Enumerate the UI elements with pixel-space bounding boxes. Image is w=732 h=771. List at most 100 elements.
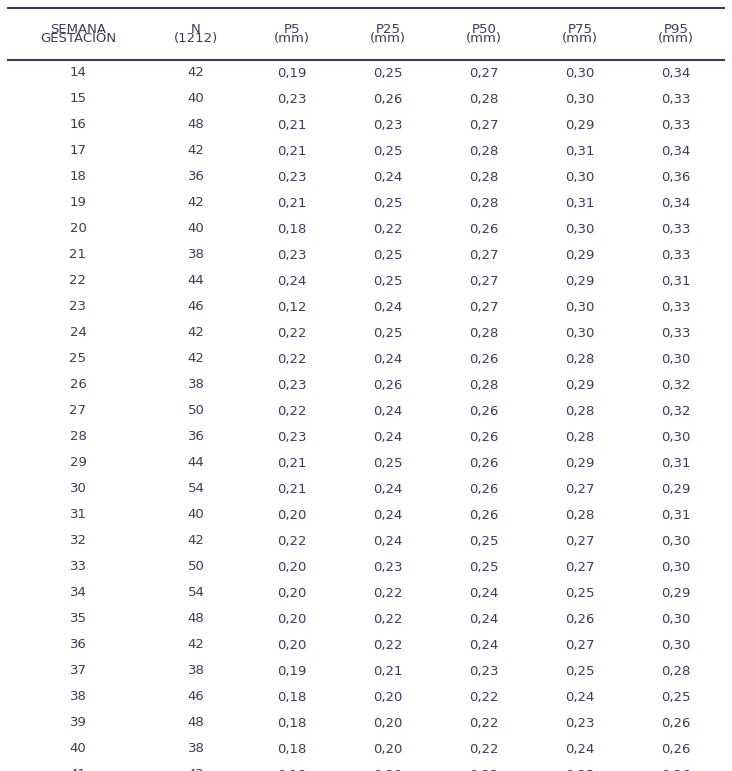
Text: N: N <box>191 22 201 35</box>
Text: 0,24: 0,24 <box>373 405 403 418</box>
Text: 0,26: 0,26 <box>661 742 691 756</box>
Text: 0,28: 0,28 <box>469 170 498 183</box>
Text: 0,19: 0,19 <box>277 66 307 79</box>
Text: 0,29: 0,29 <box>565 274 594 288</box>
Text: 0,24: 0,24 <box>373 534 403 547</box>
Text: 0,21: 0,21 <box>277 144 307 157</box>
Text: 42: 42 <box>187 326 204 339</box>
Text: 0,28: 0,28 <box>565 430 594 443</box>
Text: 0,20: 0,20 <box>373 769 403 771</box>
Text: 0,26: 0,26 <box>469 223 498 235</box>
Text: 0,29: 0,29 <box>661 483 691 496</box>
Text: 0,28: 0,28 <box>661 665 691 678</box>
Text: 44: 44 <box>187 456 204 470</box>
Text: 0,23: 0,23 <box>469 665 498 678</box>
Text: 0,22: 0,22 <box>277 352 307 365</box>
Text: 0,22: 0,22 <box>277 405 307 418</box>
Text: 0,25: 0,25 <box>661 691 691 703</box>
Text: 0,28: 0,28 <box>469 379 498 392</box>
Text: 0,20: 0,20 <box>277 612 307 625</box>
Text: (mm): (mm) <box>562 32 598 45</box>
Text: 0,29: 0,29 <box>565 119 594 132</box>
Text: 0,28: 0,28 <box>469 326 498 339</box>
Text: 0,20: 0,20 <box>373 742 403 756</box>
Text: 0,27: 0,27 <box>565 561 594 574</box>
Text: (mm): (mm) <box>370 32 406 45</box>
Text: 0,23: 0,23 <box>277 93 307 106</box>
Text: 0,24: 0,24 <box>373 170 403 183</box>
Text: 38: 38 <box>187 665 204 678</box>
Text: 50: 50 <box>187 405 204 418</box>
Text: 25: 25 <box>70 352 86 365</box>
Text: 0,30: 0,30 <box>661 430 691 443</box>
Text: 0,34: 0,34 <box>661 66 691 79</box>
Text: 0,22: 0,22 <box>277 534 307 547</box>
Text: 0,30: 0,30 <box>661 561 691 574</box>
Text: 19: 19 <box>70 197 86 210</box>
Text: 0,25: 0,25 <box>373 248 403 261</box>
Text: 0,26: 0,26 <box>565 612 594 625</box>
Text: 0,23: 0,23 <box>373 119 403 132</box>
Text: 0,30: 0,30 <box>565 170 594 183</box>
Text: 0,18: 0,18 <box>277 716 307 729</box>
Text: 42: 42 <box>187 638 204 651</box>
Text: 54: 54 <box>187 587 204 600</box>
Text: 0,18: 0,18 <box>277 691 307 703</box>
Text: 0,25: 0,25 <box>373 326 403 339</box>
Text: 0,27: 0,27 <box>565 638 594 651</box>
Text: 0,33: 0,33 <box>661 223 691 235</box>
Text: GESTACIÓN: GESTACIÓN <box>40 32 116 45</box>
Text: 0,28: 0,28 <box>469 144 498 157</box>
Text: 0,26: 0,26 <box>661 769 691 771</box>
Text: 0,24: 0,24 <box>373 430 403 443</box>
Text: 0,20: 0,20 <box>277 561 307 574</box>
Text: 0,30: 0,30 <box>661 638 691 651</box>
Text: 0,25: 0,25 <box>565 665 594 678</box>
Text: 0,22: 0,22 <box>373 638 403 651</box>
Text: 0,25: 0,25 <box>469 534 498 547</box>
Text: 38: 38 <box>187 742 204 756</box>
Text: 0,33: 0,33 <box>661 119 691 132</box>
Text: 46: 46 <box>187 691 204 703</box>
Text: 0,28: 0,28 <box>565 352 594 365</box>
Text: 0,22: 0,22 <box>373 223 403 235</box>
Text: 0,25: 0,25 <box>373 197 403 210</box>
Text: 0,25: 0,25 <box>373 274 403 288</box>
Text: 0,21: 0,21 <box>277 119 307 132</box>
Text: SEMANA: SEMANA <box>50 22 106 35</box>
Text: 0,30: 0,30 <box>661 612 691 625</box>
Text: P50: P50 <box>471 22 496 35</box>
Text: 0,31: 0,31 <box>661 274 691 288</box>
Text: 0,27: 0,27 <box>565 483 594 496</box>
Text: 27: 27 <box>70 405 86 418</box>
Text: 48: 48 <box>187 716 204 729</box>
Text: (mm): (mm) <box>274 32 310 45</box>
Text: 42: 42 <box>187 66 204 79</box>
Text: (1212): (1212) <box>174 32 218 45</box>
Text: 0,24: 0,24 <box>373 301 403 314</box>
Text: 0,31: 0,31 <box>565 197 594 210</box>
Text: 0,23: 0,23 <box>565 716 594 729</box>
Text: P95: P95 <box>664 22 688 35</box>
Text: 0,18: 0,18 <box>277 742 307 756</box>
Text: P75: P75 <box>567 22 592 35</box>
Text: 0,30: 0,30 <box>565 93 594 106</box>
Text: 0,30: 0,30 <box>661 534 691 547</box>
Text: 0,24: 0,24 <box>277 274 307 288</box>
Text: 15: 15 <box>70 93 86 106</box>
Text: 0,21: 0,21 <box>277 197 307 210</box>
Text: 54: 54 <box>187 483 204 496</box>
Text: 0,19: 0,19 <box>277 665 307 678</box>
Text: 0,23: 0,23 <box>565 769 594 771</box>
Text: 0,22: 0,22 <box>469 742 498 756</box>
Text: 0,26: 0,26 <box>661 716 691 729</box>
Text: 0,25: 0,25 <box>565 587 594 600</box>
Text: 0,20: 0,20 <box>373 691 403 703</box>
Text: 0,26: 0,26 <box>469 352 498 365</box>
Text: 0,31: 0,31 <box>565 144 594 157</box>
Text: 0,23: 0,23 <box>277 248 307 261</box>
Text: 0,24: 0,24 <box>373 483 403 496</box>
Text: 0,22: 0,22 <box>373 587 403 600</box>
Text: 0,12: 0,12 <box>277 301 307 314</box>
Text: 0,30: 0,30 <box>565 301 594 314</box>
